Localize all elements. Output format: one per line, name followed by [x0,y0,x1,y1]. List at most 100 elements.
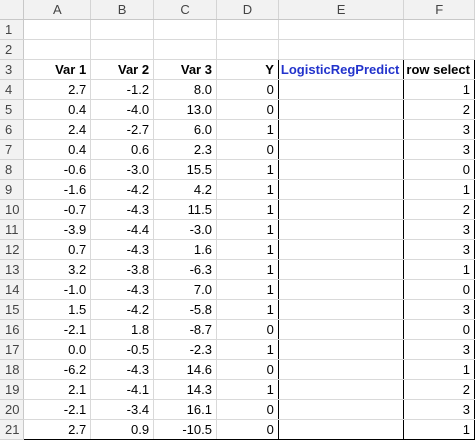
cell-predict[interactable] [278,119,405,140]
cell-y[interactable]: 1 [216,259,279,280]
cell-var1[interactable]: 3.2 [23,259,92,280]
cell-var3[interactable]: 4.2 [153,179,217,200]
row-header[interactable]: 12 [0,239,25,260]
cell-var2[interactable]: 0.9 [90,419,155,440]
cell-predict[interactable] [278,359,405,380]
cell-var3[interactable]: 6.0 [153,119,217,140]
cell[interactable] [90,39,155,60]
cell-y[interactable]: 1 [216,119,279,140]
cell[interactable] [403,39,475,60]
cell[interactable] [403,19,475,40]
cell[interactable] [278,39,405,60]
cell-row-select[interactable]: 3 [403,239,475,260]
cell-var2[interactable]: -4.3 [90,359,155,380]
cell-y[interactable]: 1 [216,219,279,240]
cell-var2[interactable]: -0.5 [90,339,155,360]
cell-var2[interactable]: -4.2 [90,299,155,320]
cell-var2[interactable]: -4.1 [90,379,155,400]
cell-predict[interactable] [278,159,405,180]
cell-y[interactable]: 1 [216,179,279,200]
cell-predict[interactable] [278,139,405,160]
cell-var3[interactable]: -5.8 [153,299,217,320]
cell-row-select[interactable]: 2 [403,199,475,220]
cell-row-select[interactable]: 1 [403,419,475,440]
cell-var3[interactable]: -8.7 [153,319,217,340]
cell-row-select[interactable]: 0 [403,279,475,300]
row-header[interactable]: 16 [0,319,25,340]
cell-row-select[interactable]: 2 [403,379,475,400]
cell-var3[interactable]: -6.3 [153,259,217,280]
cell-y[interactable]: 0 [216,79,279,100]
cell-var2[interactable]: -1.2 [90,79,155,100]
header-logistic-reg-predict[interactable]: LogisticRegPredict [278,59,405,80]
row-header[interactable]: 10 [0,199,25,220]
cell-y[interactable]: 0 [216,99,279,120]
cell-var2[interactable]: -4.3 [90,199,155,220]
cell-row-select[interactable]: 3 [403,219,475,240]
cell-var2[interactable]: -4.3 [90,279,155,300]
cell-predict[interactable] [278,219,405,240]
column-header-d[interactable]: D [216,0,279,20]
cell-y[interactable]: 1 [216,279,279,300]
cell-row-select[interactable]: 1 [403,259,475,280]
cell-y[interactable]: 1 [216,199,279,220]
row-header[interactable]: 19 [0,379,25,400]
cell-var3[interactable]: 14.3 [153,379,217,400]
cell-var1[interactable]: -1.6 [23,179,92,200]
cell[interactable] [153,39,217,60]
cell-var3[interactable]: -3.0 [153,219,217,240]
row-header[interactable]: 2 [0,39,25,60]
cell-row-select[interactable]: 2 [403,99,475,120]
cell-var2[interactable]: -4.0 [90,99,155,120]
cell-predict[interactable] [278,419,405,440]
cell-var2[interactable]: -3.8 [90,259,155,280]
cell-var2[interactable]: -4.3 [90,239,155,260]
cell-row-select[interactable]: 3 [403,339,475,360]
cell-predict[interactable] [278,279,405,300]
cell-var3[interactable]: 1.6 [153,239,217,260]
cell-var1[interactable]: -0.7 [23,199,92,220]
cell-var3[interactable]: -2.3 [153,339,217,360]
cell-y[interactable]: 1 [216,159,279,180]
cell-var2[interactable]: -2.7 [90,119,155,140]
cell-y[interactable]: 0 [216,419,279,440]
cell-row-select[interactable]: 1 [403,359,475,380]
cell-var1[interactable]: 0.4 [23,139,92,160]
cell[interactable] [23,39,92,60]
cell[interactable] [90,19,155,40]
row-header[interactable]: 5 [0,99,25,120]
cell[interactable] [216,19,279,40]
row-header[interactable]: 11 [0,219,25,240]
cell-var1[interactable]: 0.0 [23,339,92,360]
cell-var3[interactable]: 7.0 [153,279,217,300]
cell-row-select[interactable]: 0 [403,319,475,340]
cell-var3[interactable]: 14.6 [153,359,217,380]
row-header[interactable]: 20 [0,399,25,420]
cell-var1[interactable]: 2.4 [23,119,92,140]
cell-var2[interactable]: -3.4 [90,399,155,420]
cell-var1[interactable]: 0.4 [23,99,92,120]
cell-var1[interactable]: -3.9 [23,219,92,240]
cell-var2[interactable]: 1.8 [90,319,155,340]
cell[interactable] [216,39,279,60]
cell-y[interactable]: 1 [216,339,279,360]
cell-row-select[interactable]: 3 [403,299,475,320]
cell-y[interactable]: 1 [216,379,279,400]
cell-y[interactable]: 0 [216,359,279,380]
row-header[interactable]: 17 [0,339,25,360]
cell-y[interactable]: 1 [216,239,279,260]
cell-var1[interactable]: -0.6 [23,159,92,180]
row-header[interactable]: 6 [0,119,25,140]
cell-predict[interactable] [278,319,405,340]
cell-predict[interactable] [278,399,405,420]
header-var3[interactable]: Var 3 [153,59,217,80]
cell-var1[interactable]: 2.7 [23,79,92,100]
cell-var1[interactable]: -6.2 [23,359,92,380]
cell-predict[interactable] [278,339,405,360]
column-header-c[interactable]: C [153,0,217,20]
cell-var3[interactable]: 13.0 [153,99,217,120]
row-header[interactable]: 8 [0,159,25,180]
cell-row-select[interactable]: 3 [403,399,475,420]
row-header[interactable]: 21 [0,419,25,440]
row-header[interactable]: 14 [0,279,25,300]
